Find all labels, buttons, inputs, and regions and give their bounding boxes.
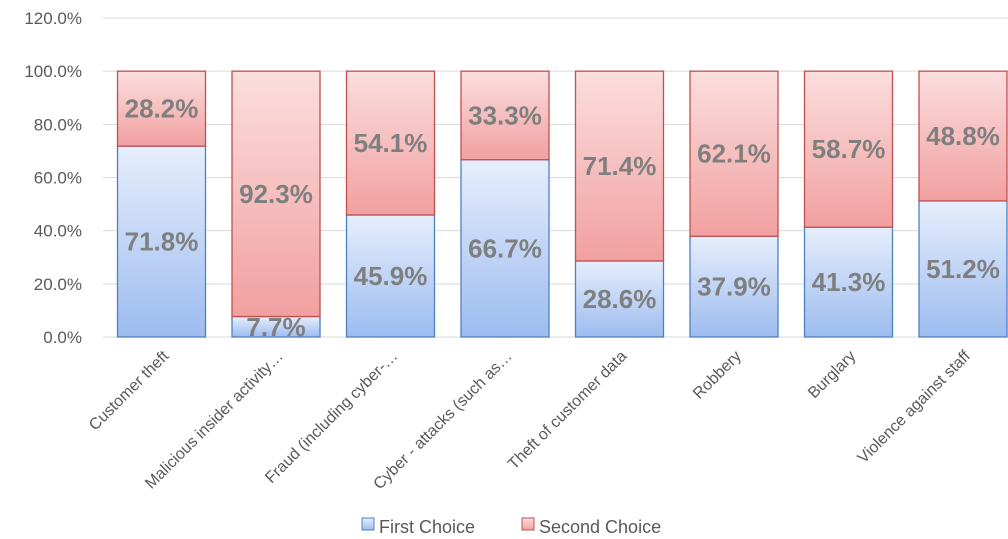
- x-category-label: Cyber - attacks (such as…: [371, 348, 516, 493]
- legend-swatch-second-choice: [521, 517, 535, 531]
- x-category-label: Fraud (including cyber-…: [262, 348, 401, 487]
- data-label-first-choice: 66.7%: [468, 233, 542, 263]
- y-tick-label: 120.0%: [24, 9, 82, 28]
- data-label-second-choice: 71.4%: [583, 151, 657, 181]
- bar-second-choice: [574, 70, 665, 262]
- data-label-second-choice: 48.8%: [926, 121, 1000, 151]
- legend: First Choice Second Choice: [361, 517, 661, 537]
- data-label-second-choice: 92.3%: [239, 179, 313, 209]
- bar-second-choice: [918, 70, 1008, 202]
- y-tick-label: 0.0%: [43, 328, 82, 347]
- data-label-second-choice: 62.1%: [697, 139, 771, 169]
- y-tick-label: 80.0%: [34, 115, 82, 134]
- data-label-first-choice: 51.2%: [926, 254, 1000, 284]
- bar-second-choice: [689, 70, 779, 237]
- x-category-label: Theft of customer data: [505, 348, 630, 473]
- bar-first-choice: [116, 145, 207, 338]
- bar-second-choice: [116, 70, 207, 147]
- data-label-second-choice: 33.3%: [468, 100, 542, 130]
- y-tick-label: 20.0%: [34, 275, 82, 294]
- y-tick-label: 60.0%: [34, 169, 82, 188]
- data-label-first-choice: 45.9%: [354, 261, 428, 291]
- legend-swatch-first-choice: [361, 517, 375, 531]
- data-labels: 71.8% 28.2% 7.7% 92.3% 45.9% 54.1% 66.7% 33.3% 2…: [125, 94, 1000, 342]
- x-category-label: Customer theft: [86, 347, 173, 434]
- bar-first-choice: [574, 260, 665, 338]
- data-label-first-choice: 37.9%: [697, 272, 771, 302]
- bar-second-choice: [460, 70, 550, 161]
- data-label-first-choice: 71.8%: [125, 227, 199, 257]
- bar-first-choice: [345, 214, 436, 338]
- bars: [116, 70, 1008, 338]
- bar-first-choice: [460, 159, 550, 338]
- x-category-label: Burglary: [805, 348, 859, 402]
- data-label-second-choice: 54.1%: [354, 128, 428, 158]
- y-axis-ticks: 0.0% 20.0% 40.0% 60.0% 80.0% 100.0% 120.0%: [24, 9, 82, 347]
- x-category-label: Robbery: [690, 348, 745, 403]
- data-label-first-choice: 7.7%: [246, 312, 305, 342]
- bar-second-choice: [231, 70, 321, 318]
- bar-second-choice: [803, 70, 894, 228]
- data-label-first-choice: 28.6%: [583, 284, 657, 314]
- data-label-second-choice: 58.7%: [812, 134, 886, 164]
- legend-label-first-choice: First Choice: [379, 517, 475, 537]
- bar-first-choice: [689, 235, 779, 338]
- legend-label-second-choice: Second Choice: [539, 517, 661, 537]
- data-label-second-choice: 28.2%: [125, 94, 199, 124]
- bar-first-choice: [803, 226, 894, 338]
- x-category-label: Violence against staff: [855, 347, 975, 467]
- bar-second-choice: [345, 70, 436, 216]
- data-label-first-choice: 41.3%: [812, 267, 886, 297]
- y-tick-label: 40.0%: [34, 222, 82, 241]
- y-tick-label: 100.0%: [24, 62, 82, 81]
